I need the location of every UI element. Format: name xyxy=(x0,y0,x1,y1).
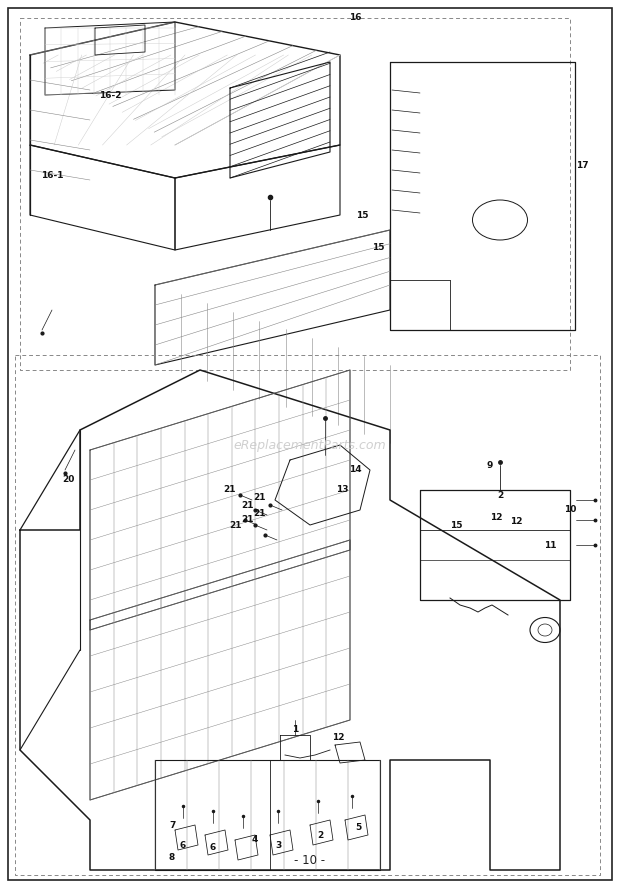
Text: 6: 6 xyxy=(210,844,216,853)
Text: 1: 1 xyxy=(292,725,298,734)
Text: 3: 3 xyxy=(275,840,281,849)
Text: 15: 15 xyxy=(450,521,463,530)
Text: 21: 21 xyxy=(254,508,266,517)
Text: 16-1: 16-1 xyxy=(41,170,63,179)
Text: 13: 13 xyxy=(336,485,348,494)
Text: 16: 16 xyxy=(348,13,361,22)
Text: 12: 12 xyxy=(510,517,522,526)
Text: 10: 10 xyxy=(564,506,576,515)
Text: 7: 7 xyxy=(170,821,176,830)
Text: 15: 15 xyxy=(372,244,384,252)
Text: 21: 21 xyxy=(224,485,236,494)
Text: 14: 14 xyxy=(348,466,361,475)
Text: 8: 8 xyxy=(169,854,175,863)
Text: 2: 2 xyxy=(317,830,323,839)
Text: 21: 21 xyxy=(242,516,254,524)
Text: 15: 15 xyxy=(356,211,368,219)
Text: 16-2: 16-2 xyxy=(99,90,122,100)
Text: eReplacementParts.com: eReplacementParts.com xyxy=(234,439,386,451)
Text: 4: 4 xyxy=(252,836,258,845)
Text: 6: 6 xyxy=(180,840,186,849)
Text: 21: 21 xyxy=(254,493,266,502)
Text: 21: 21 xyxy=(242,500,254,509)
Text: 20: 20 xyxy=(62,475,74,484)
Text: 17: 17 xyxy=(576,161,588,169)
Text: 9: 9 xyxy=(487,460,493,469)
Text: 11: 11 xyxy=(544,541,556,549)
Text: - 10 -: - 10 - xyxy=(294,854,326,866)
Text: 12: 12 xyxy=(332,733,344,742)
Text: 12: 12 xyxy=(490,514,502,523)
Text: 2: 2 xyxy=(497,491,503,500)
Text: 21: 21 xyxy=(229,521,241,530)
Text: 5: 5 xyxy=(355,823,361,832)
